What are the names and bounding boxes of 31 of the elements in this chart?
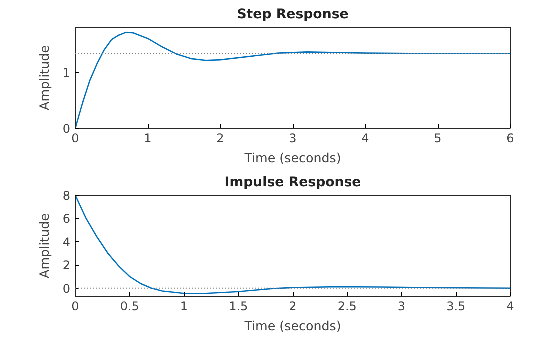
chart-title: Impulse Response [224,176,362,190]
x-tick-label: 1 [144,132,152,146]
y-tick-label: 0 [62,122,71,136]
x-tick-label: 2 [289,300,297,314]
x-tick-label: 3 [398,300,406,314]
x-axis-title: Time (seconds) [244,318,342,334]
chart-title: Step Response [237,8,349,22]
x-tick-label: 1.5 [229,300,248,314]
line-series [76,196,510,294]
x-tick-label: 0 [72,300,80,314]
x-tick-label: 6 [506,132,514,146]
y-axis-title: Amplitude [36,45,52,110]
x-tick-label: 0 [72,132,80,146]
y-axis-title: Amplitude [36,213,52,278]
y-tick-label: 1 [62,66,71,80]
x-tick-label: 0.5 [120,300,140,314]
x-tick-label: 4 [506,300,514,314]
y-tick-label: 2 [62,258,71,273]
x-tick-label: 5 [434,132,442,146]
y-tick-label: 0 [62,282,71,296]
x-tick-label: 3.5 [446,300,466,314]
x-tick-label: 4 [362,132,370,146]
x-tick-label: 1 [180,300,188,314]
x-axis-title: Time (seconds) [244,150,342,166]
y-tick-label: 4 [62,235,71,250]
y-tick-label: 6 [62,212,71,226]
x-tick-label: 3 [289,132,297,146]
x-tick-label: 2.5 [338,300,357,314]
line-series [76,32,510,128]
x-tick-label: 2 [216,132,224,146]
y-tick-label: 8 [62,189,71,203]
